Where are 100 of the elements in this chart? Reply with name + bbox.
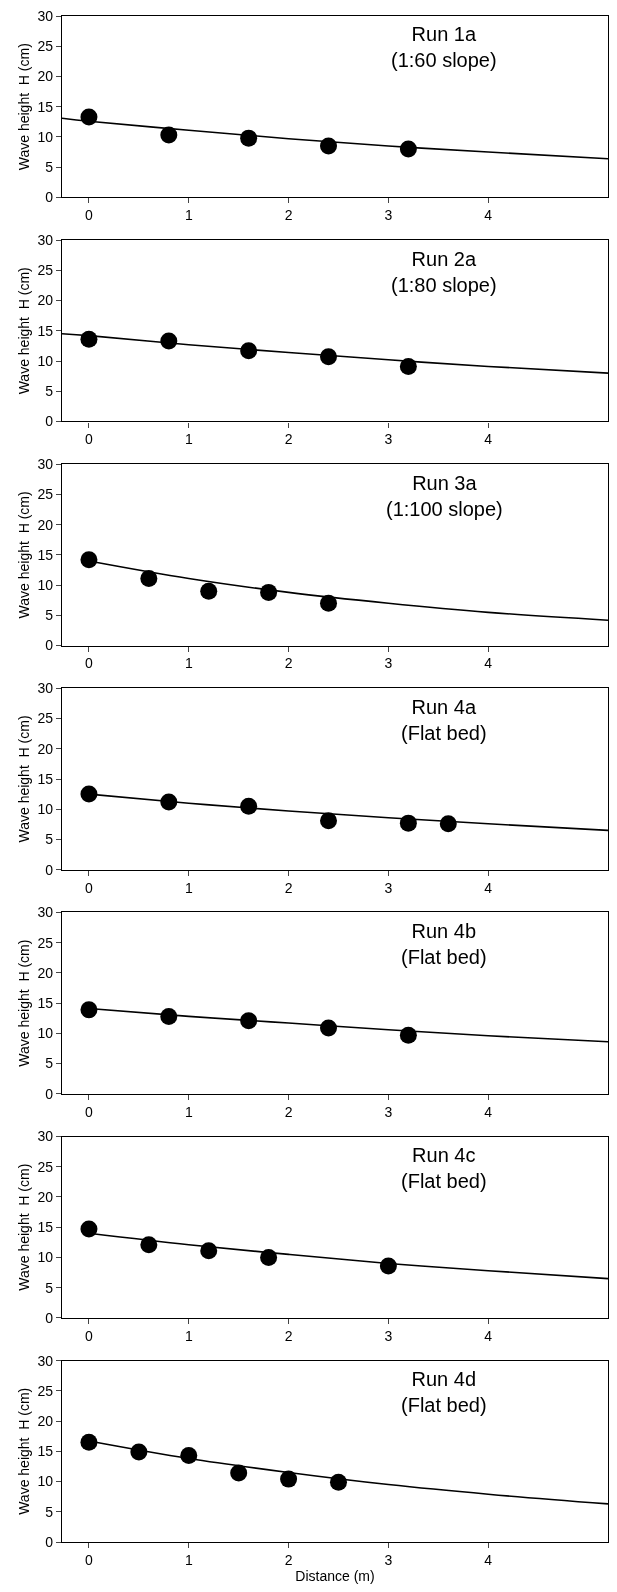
y-tick-label: 30: [37, 7, 54, 24]
point: [80, 551, 98, 569]
x-tick-label: 2: [284, 655, 293, 672]
y-tick-label: 25: [37, 1158, 54, 1175]
chart-title: Run 3a: [412, 472, 478, 494]
chart-title: Run 4d: [411, 1368, 477, 1390]
x-tick-label: 0: [85, 879, 94, 896]
y-axis-title: Wave height H (cm): [16, 939, 33, 1067]
y-tick-label: 30: [37, 680, 54, 697]
x-tick-label: 4: [484, 431, 493, 448]
chart-title: Run 4b: [411, 920, 477, 942]
y-tick-label: 20: [37, 1188, 54, 1205]
point: [80, 785, 98, 803]
y-tick-label: 25: [37, 710, 54, 727]
y-tick-label: 30: [37, 1352, 54, 1369]
point: [280, 1470, 298, 1488]
y-axis-title: Wave height H (cm): [16, 1163, 33, 1291]
text: (Flat bed): [401, 1170, 487, 1192]
point: [80, 1220, 98, 1238]
point: [80, 1433, 98, 1451]
y-tick-label: 15: [37, 770, 54, 787]
x-tick-label: 4: [484, 1551, 493, 1568]
chart-title: Run 4c: [412, 1144, 476, 1166]
text: (1:60 slope): [391, 49, 497, 71]
y-tick-label: 10: [37, 1473, 54, 1490]
x-axis-title: Distance (m): [295, 1568, 375, 1585]
y-tick-label: 0: [45, 413, 54, 430]
y-tick-label: 15: [37, 1443, 54, 1460]
chart-title: Run 1a: [411, 23, 477, 45]
y-tick-label: 30: [37, 1128, 54, 1145]
y-tick-label: 20: [37, 292, 54, 309]
y-tick-label: 10: [37, 128, 54, 145]
x-tick-label: 1: [184, 207, 193, 224]
y-tick-label: 20: [37, 68, 54, 85]
x-tick-label: 1: [184, 1327, 193, 1344]
x-tick-label: 1: [184, 431, 193, 448]
y-tick-label: 10: [37, 1025, 54, 1042]
x-tick-label: 3: [384, 431, 393, 448]
text: (Flat bed): [401, 946, 487, 968]
y-tick-label: 5: [45, 831, 54, 848]
y-tick-label: 10: [37, 801, 54, 818]
x-tick-label: 0: [85, 1551, 94, 1568]
point: [320, 812, 338, 830]
y-tick-label: 25: [37, 934, 54, 951]
y-tick-label: 25: [37, 38, 54, 55]
y-tick-label: 10: [37, 577, 54, 594]
y-tick-label: 15: [37, 98, 54, 115]
y-tick-label: 5: [45, 383, 54, 400]
y-tick-label: 0: [45, 1533, 54, 1550]
x-tick-label: 3: [384, 207, 393, 224]
y-tick-label: 20: [37, 740, 54, 757]
y-tick-label: 15: [37, 995, 54, 1012]
y-axis-title: Wave height H (cm): [16, 1387, 33, 1515]
point: [260, 1248, 278, 1266]
x-tick-label: 0: [85, 1327, 94, 1344]
y-axis-title: Wave height H (cm): [16, 43, 33, 171]
y-axis-title: Wave height H (cm): [16, 715, 33, 843]
point: [140, 569, 158, 587]
x-tick-label: 1: [184, 655, 193, 672]
y-tick-label: 25: [37, 1382, 54, 1399]
point: [320, 594, 338, 612]
x-tick-label: 3: [384, 1551, 393, 1568]
x-tick-label: 1: [184, 1103, 193, 1120]
y-tick-label: 30: [37, 232, 54, 248]
x-tick-label: 2: [284, 431, 293, 448]
y-tick-label: 0: [45, 1085, 54, 1102]
y-tick-label: 5: [45, 1055, 54, 1072]
x-tick-label: 3: [384, 655, 393, 672]
x-tick-label: 0: [85, 655, 94, 672]
y-tick-label: 25: [37, 486, 54, 503]
y-tick-label: 15: [37, 546, 54, 563]
x-tick-label: 1: [184, 1551, 193, 1568]
x-tick-label: 2: [284, 1103, 293, 1120]
x-tick-label: 4: [484, 1327, 493, 1344]
y-tick-label: 30: [37, 904, 54, 921]
x-tick-label: 0: [85, 1103, 94, 1120]
y-tick-label: 10: [37, 1249, 54, 1266]
point: [160, 126, 178, 144]
y-axis-title: Wave height H (cm): [16, 491, 33, 619]
y-tick-label: 15: [37, 322, 54, 339]
y-axis-title: Wave height H (cm): [16, 267, 33, 395]
y-tick-label: 5: [45, 159, 54, 176]
y-tick-label: 5: [45, 1279, 54, 1296]
x-tick-label: 2: [284, 207, 293, 224]
y-tick-label: 20: [37, 1412, 54, 1429]
point: [230, 1464, 248, 1482]
point: [200, 582, 218, 600]
y-tick-label: 5: [45, 607, 54, 624]
x-tick-label: 3: [384, 879, 393, 896]
x-tick-label: 1: [184, 879, 193, 896]
text: (Flat bed): [401, 1394, 487, 1416]
y-tick-label: 0: [45, 1309, 54, 1326]
x-tick-label: 2: [284, 1551, 293, 1568]
chart-title: Run 2a: [411, 248, 477, 270]
chart-title: Run 4a: [411, 696, 477, 718]
text: (Flat bed): [401, 722, 487, 744]
y-tick-label: 30: [37, 456, 54, 473]
x-tick-label: 4: [484, 207, 493, 224]
x-tick-label: 3: [384, 1327, 393, 1344]
y-tick-label: 0: [45, 861, 54, 878]
